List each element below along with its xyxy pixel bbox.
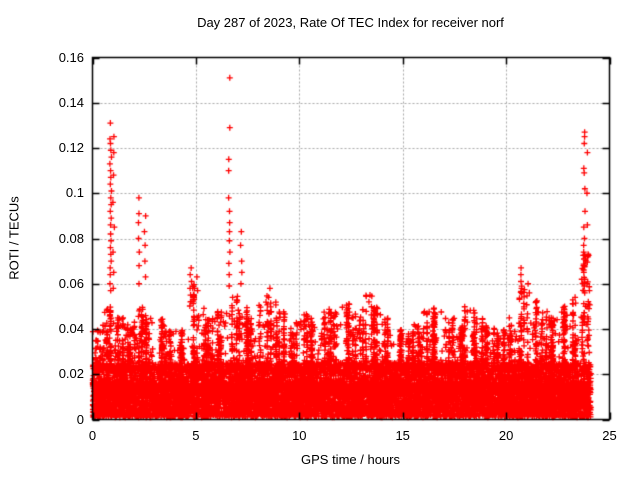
x-tick-label: 20	[498, 428, 514, 443]
y-tick-label: 0.1	[65, 185, 84, 201]
x-tick-label: 0	[88, 428, 97, 443]
y-tick-label: 0.02	[58, 366, 84, 382]
chart-title: Day 287 of 2023, Rate Of TEC Index for r…	[197, 15, 504, 30]
y-tick-label: 0.04	[58, 321, 84, 336]
x-tick-label: 25	[602, 428, 617, 443]
y-tick-label: 0.06	[58, 275, 84, 291]
y-tick-label: 0.16	[58, 49, 84, 65]
x-axis-title: GPS time / hours	[301, 452, 400, 467]
x-tick-label: 15	[395, 428, 410, 443]
x-tick-label: 5	[192, 428, 200, 443]
y-tick-label: 0	[76, 411, 84, 427]
x-tick-label: 10	[292, 428, 307, 443]
y-tick-label: 0.14	[58, 94, 84, 110]
y-tick-label: 0.12	[58, 140, 84, 155]
y-axis-title: ROTI / TECUs	[6, 196, 22, 280]
y-tick-label: 0.08	[58, 230, 84, 246]
